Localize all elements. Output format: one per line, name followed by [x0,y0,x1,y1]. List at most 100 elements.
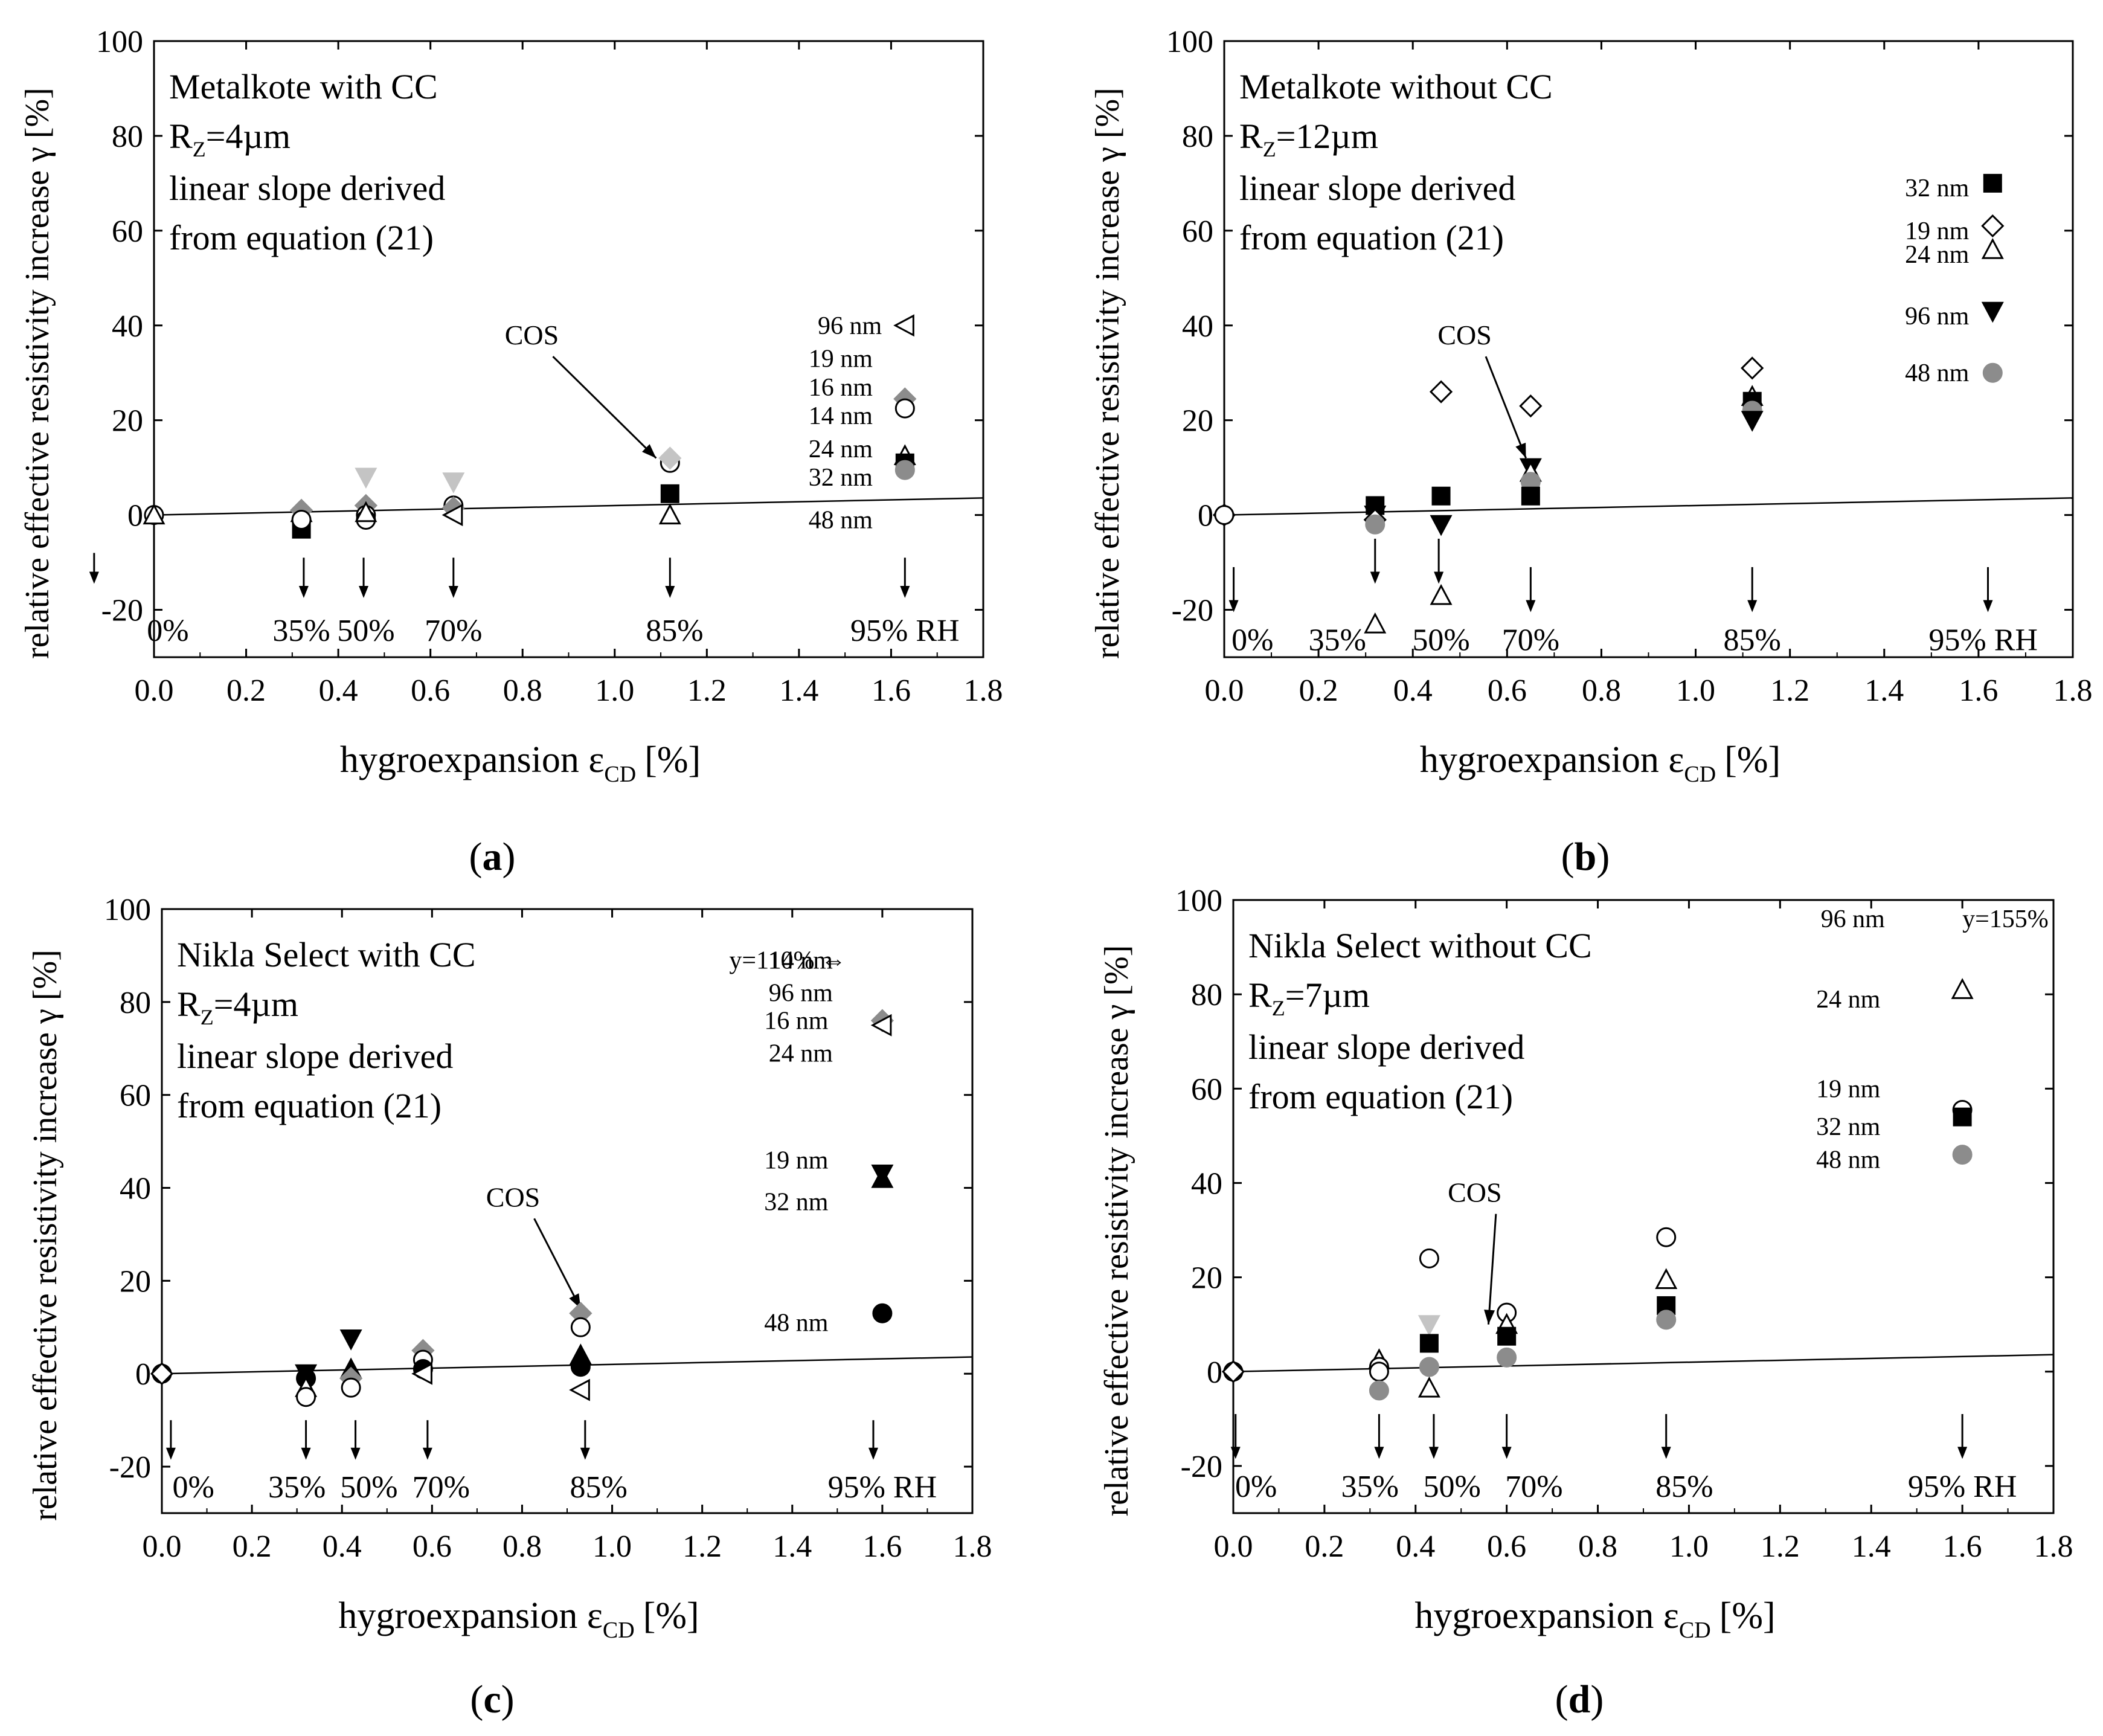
x-axis-label: hygroexpansion εCD [%] [338,1595,699,1643]
rh-arrow-head [1370,571,1380,584]
rh-label: 70% [425,614,482,648]
data-point [411,1362,432,1385]
x-tick-label: 1.6 [1943,1529,1982,1564]
rh-arrow-head [89,571,99,584]
x-axis-label-unit: [%] [644,739,701,780]
rh-arrow-head [1501,1447,1512,1459]
rh-arrow-head [448,586,458,598]
y-tick-label: 0 [1198,499,1213,533]
data-point [1656,1310,1677,1330]
roughness-sub: Z [1272,996,1285,1020]
x-tick-label: 0.0 [1205,674,1244,708]
panel-label-open: ( [469,835,483,879]
cos-arrow-shaft [552,356,657,459]
rh-label: 95% RH [1908,1470,2017,1504]
roughness-value: =4µm [214,985,298,1024]
y-tick-label: 60 [1182,214,1213,249]
x-tick-label: 0.2 [233,1529,272,1564]
data-point [1521,486,1540,506]
linear-slope-line [1224,497,2073,516]
series-label: 16 nm [809,374,873,402]
rh-arrow-head [580,1447,590,1460]
cos-label: COS [486,1181,540,1212]
panel-label-close: ) [1596,835,1610,879]
y-tick-label: 100 [1175,884,1222,918]
data-point [1429,380,1453,403]
series-label: 19 nm [809,346,873,373]
data-point [871,1166,894,1188]
data-point [872,1303,893,1323]
series-label: 96 nm [818,312,882,340]
roughness-sub: Z [201,1005,214,1029]
cos-label: COS [505,320,559,350]
y-tick-label: 60 [120,1079,151,1113]
x-tick-label: 1.4 [1864,674,1904,708]
data-point [1369,1361,1389,1382]
series-label-marker [1981,214,2005,238]
x-tick-label: 1.4 [1852,1529,1891,1564]
x-tick-label: 0.4 [1396,1529,1435,1564]
data-point [1214,505,1235,526]
slope-note-line2: from equation (21) [177,1086,441,1125]
slope-note-line2: from equation (21) [169,218,434,257]
rh-arrow-head [1661,1447,1671,1459]
x-tick-label: 0.2 [1299,674,1338,708]
y-axis-label: relative effective resistivity increase … [27,950,64,1521]
series-label-marker [1981,301,2004,323]
panel-label-close: ) [1590,1677,1604,1722]
y-tick-label: 20 [1191,1261,1222,1296]
y-tick-label: 100 [1166,25,1213,59]
series-label-marker [893,314,914,337]
y-tick-label: 20 [112,404,143,439]
rh-arrow-head [900,586,910,598]
data-point [1419,1248,1439,1268]
x-tick-label: 0.8 [1578,1529,1617,1564]
series-label: 16 nm [764,1008,829,1035]
data-point [291,509,312,530]
y-tick-label: 40 [112,309,143,344]
data-point [355,468,377,489]
rh-arrow-head [1228,600,1239,612]
rh-arrow-head [665,586,675,598]
data-point [660,484,679,503]
rh-label: 85% [570,1470,628,1505]
extra-note: y=110% ⇔ [729,947,846,975]
data-point [296,1387,316,1407]
data-point [1419,1357,1439,1377]
series-label: 48 nm [809,506,873,534]
rh-arrow-head [298,586,309,598]
series-label: 19 nm [1905,217,1970,245]
series-label: 19 nm [1816,1075,1881,1103]
data-point [570,1317,591,1337]
rh-arrow-head [1747,600,1758,612]
y-axis-label: relative effective resistivity increase … [1089,88,1126,659]
roughness-label: RZ=4µm [177,985,298,1029]
x-tick-label: 1.0 [1676,674,1715,708]
data-point [569,1378,590,1401]
data-point [355,501,377,522]
data-point [1430,583,1453,605]
x-axis-label-sub: CD [604,762,636,787]
series-label: 24 nm [1816,986,1881,1014]
x-tick-label: 1.6 [1959,674,1998,708]
rh-label: 35% [268,1470,326,1505]
x-tick-label: 1.2 [1770,674,1809,708]
x-tick-label: 0.8 [502,1529,542,1564]
y-tick-label: 80 [1182,120,1213,154]
rh-label: 35% [272,614,330,648]
data-point [1952,1145,1973,1165]
rh-label: 0% [173,1470,214,1505]
rh-label: 95% RH [1928,623,2038,658]
x-tick-label: 1.0 [592,1529,632,1564]
data-point [339,1329,362,1351]
series-label: 24 nm [769,1040,833,1067]
series-label: 24 nm [1905,241,1970,269]
roughness-value: =4µm [206,117,291,156]
x-tick-label: 1.8 [2034,1529,2073,1564]
series-label: 48 nm [1816,1146,1881,1174]
x-axis-label-sub: CD [1679,1618,1711,1643]
data-point [658,446,682,470]
x-tick-label: 1.2 [687,674,727,708]
series-label: 96 nm [1821,905,1886,933]
